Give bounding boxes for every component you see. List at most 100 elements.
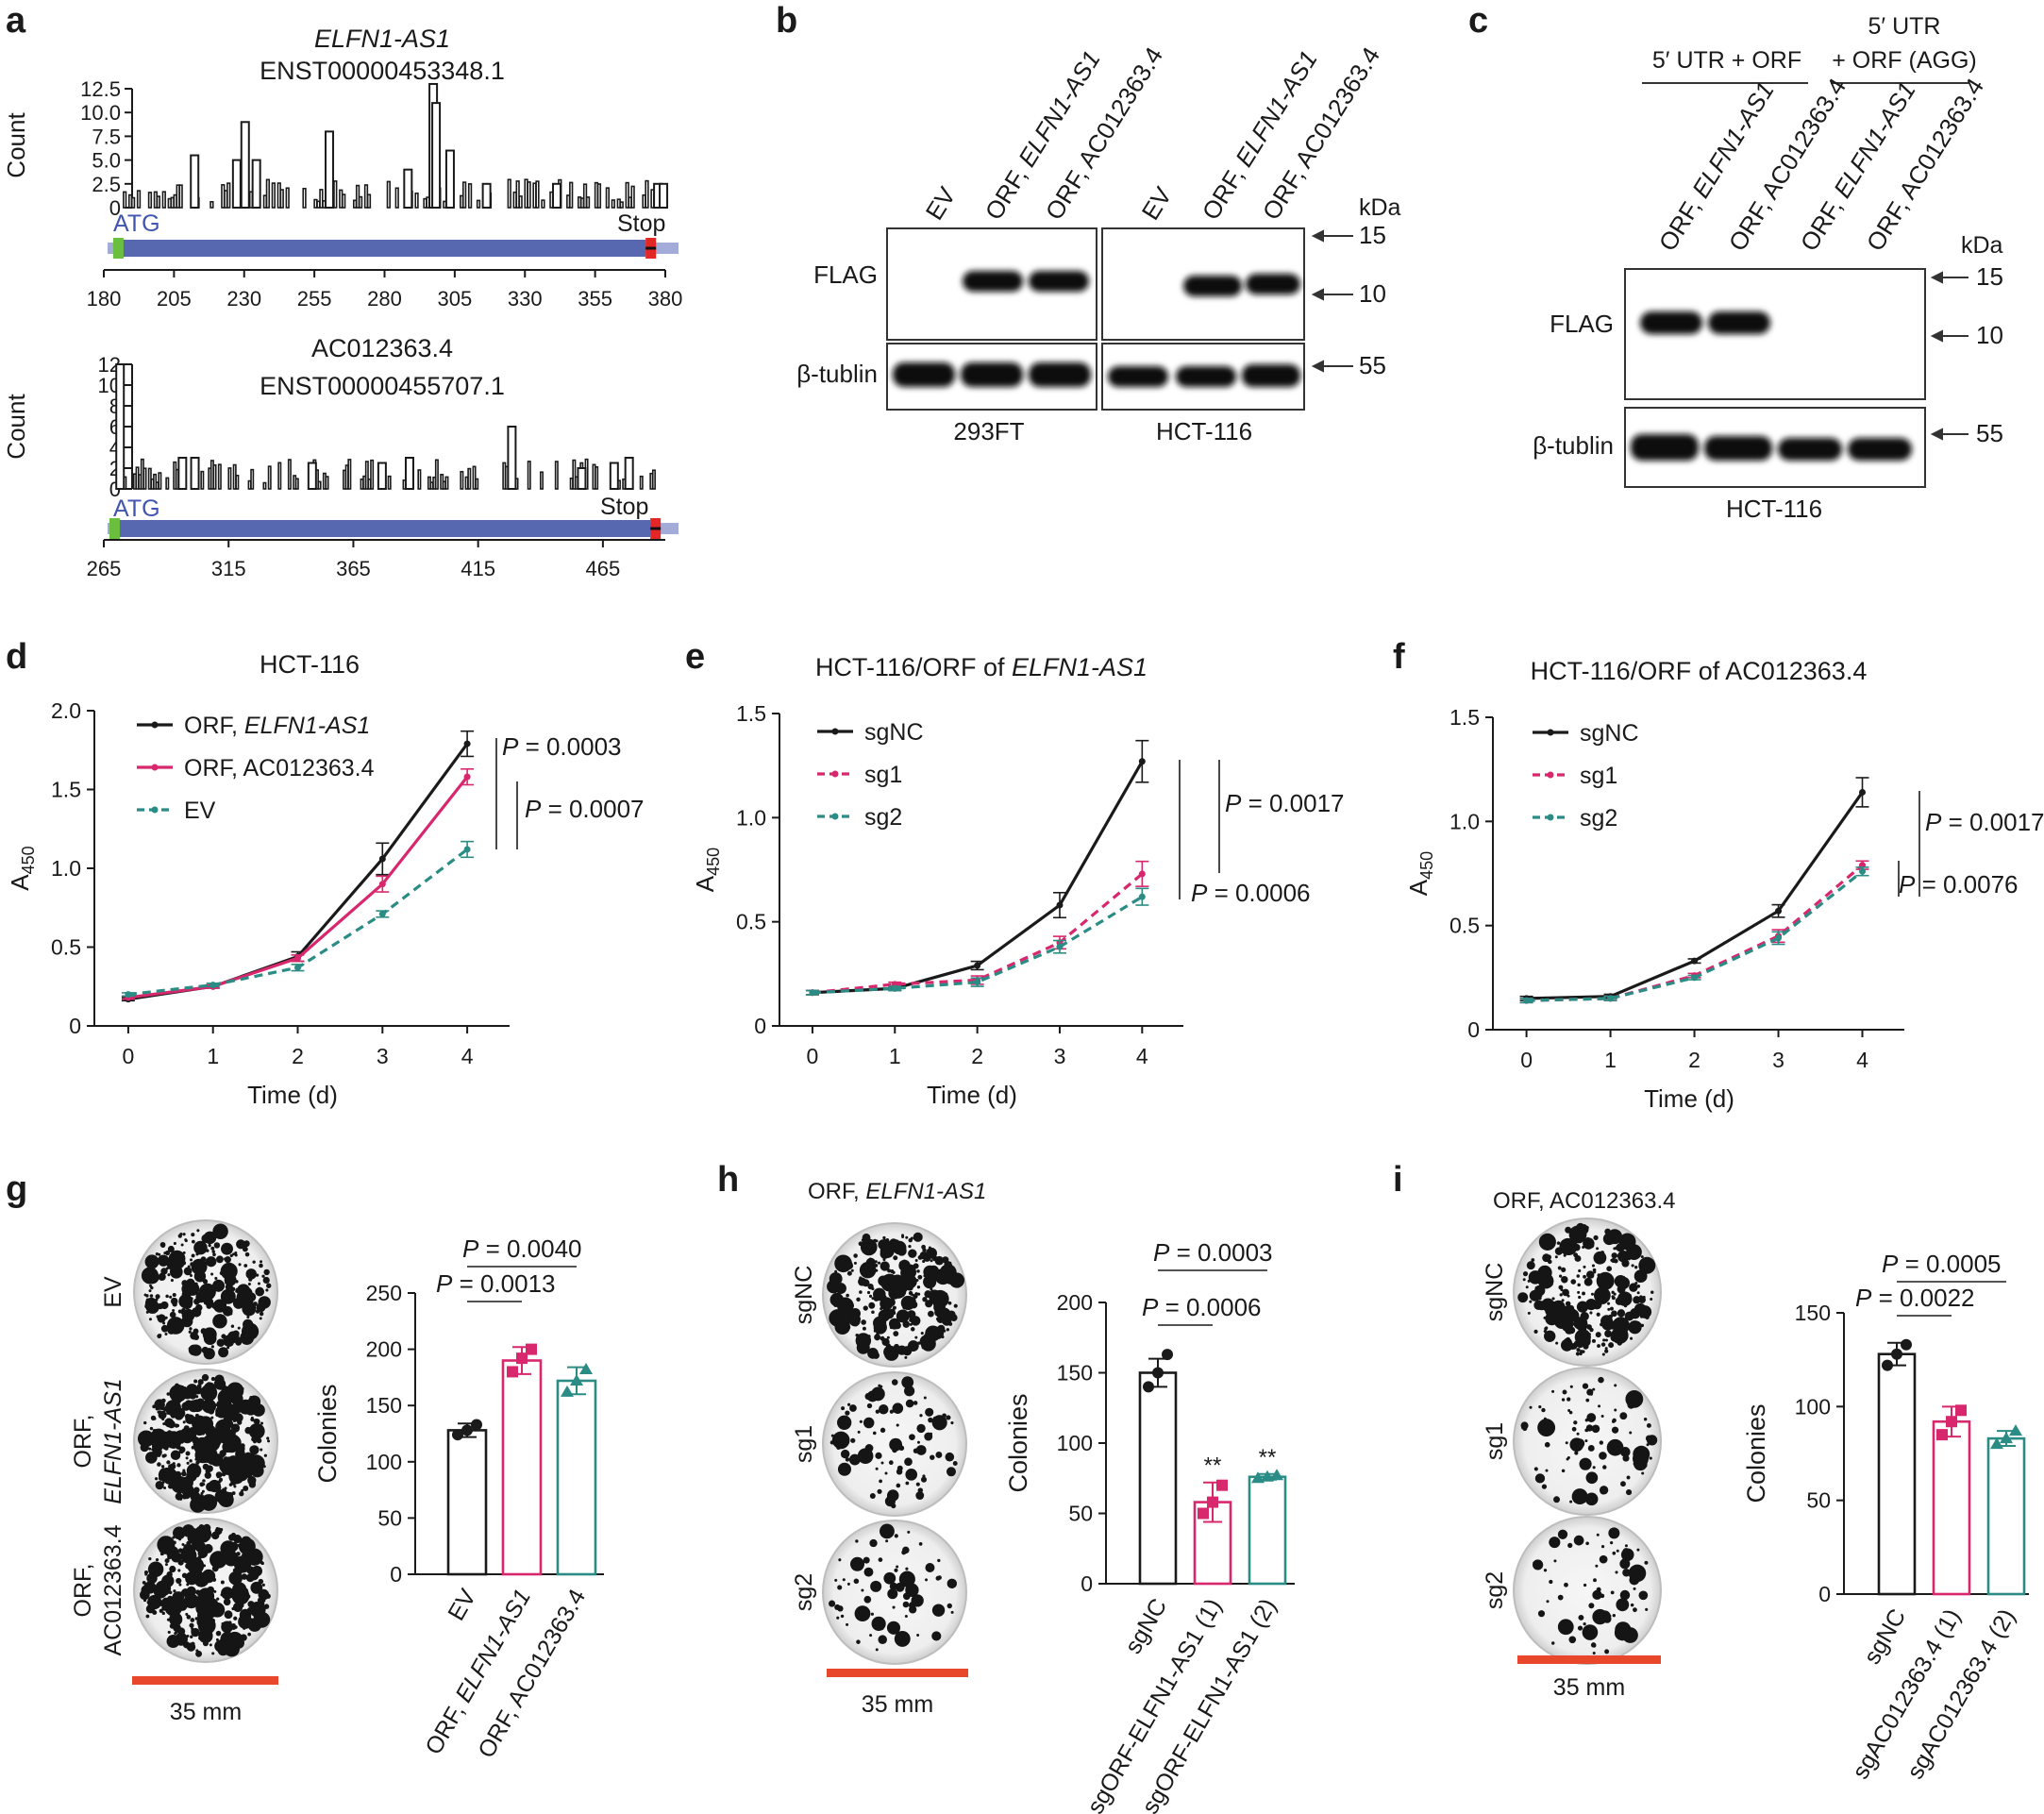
colony xyxy=(169,1612,183,1626)
colony xyxy=(184,1413,191,1419)
colony xyxy=(899,1261,903,1265)
colony xyxy=(1629,1431,1633,1435)
colony xyxy=(853,1321,859,1327)
colony xyxy=(917,1274,923,1280)
colony xyxy=(202,1463,209,1470)
colony xyxy=(1584,1439,1588,1443)
colony xyxy=(900,1266,915,1281)
colony xyxy=(880,1523,895,1539)
a-footprint-bar xyxy=(319,189,324,209)
a-footprint-peak xyxy=(403,168,413,209)
plate-label-orf2: ORF, xyxy=(70,1564,96,1618)
colony xyxy=(1544,1330,1556,1342)
c-bands xyxy=(1631,311,1912,461)
colony xyxy=(928,1310,934,1318)
colony xyxy=(231,1385,236,1389)
colony xyxy=(896,1423,899,1427)
colony xyxy=(174,1410,184,1420)
colony xyxy=(845,1457,850,1462)
colony xyxy=(837,1462,851,1476)
colony xyxy=(1589,1311,1593,1315)
colony xyxy=(145,1300,159,1314)
a-footprint-bar xyxy=(472,465,477,490)
b-marker-55: 55 xyxy=(1359,351,1386,379)
colony xyxy=(165,1294,169,1299)
a1-y-axis: 02.55.07.510.012.5 xyxy=(80,77,133,220)
colony xyxy=(194,1282,198,1285)
b-row-flag: FLAG xyxy=(813,260,878,289)
colony xyxy=(931,1415,947,1431)
colony xyxy=(1574,1254,1582,1262)
colony xyxy=(174,1474,181,1482)
colony xyxy=(1604,1349,1609,1353)
colony xyxy=(888,1460,894,1466)
colony xyxy=(1602,1233,1616,1246)
colony xyxy=(869,1538,878,1548)
colony xyxy=(191,1445,195,1450)
y-tick-label: 1.5 xyxy=(1449,705,1480,730)
colony xyxy=(246,1315,250,1319)
colony xyxy=(243,1485,249,1492)
colony xyxy=(1612,1613,1617,1618)
colony xyxy=(1620,1548,1634,1562)
p-value-label: P = 0.0040 xyxy=(462,1235,582,1263)
colony xyxy=(182,1491,191,1500)
replicate-point xyxy=(1901,1338,1912,1351)
a-footprint-peak xyxy=(404,457,414,490)
replicate-point xyxy=(1270,1469,1283,1481)
colony xyxy=(185,1641,190,1646)
colony xyxy=(861,1588,864,1592)
colony xyxy=(1576,1348,1581,1352)
a-footprint-bar xyxy=(265,178,271,209)
colony xyxy=(169,1623,176,1629)
a-footprint-bar xyxy=(156,195,161,209)
colony xyxy=(850,1268,854,1272)
replicate-point xyxy=(526,1343,537,1355)
colony xyxy=(911,1594,924,1607)
colony xyxy=(878,1557,883,1562)
colony xyxy=(905,1235,909,1239)
colony xyxy=(213,1484,217,1487)
colony xyxy=(1614,1624,1631,1641)
colony xyxy=(185,1456,189,1460)
colony xyxy=(849,1404,857,1412)
colony xyxy=(228,1541,239,1552)
colony xyxy=(1626,1244,1642,1260)
colony xyxy=(863,1556,870,1564)
a-y-tick-label: 2.5 xyxy=(92,173,121,196)
colony xyxy=(170,1297,178,1305)
colony xyxy=(1579,1352,1583,1356)
colony xyxy=(185,1451,191,1456)
colony xyxy=(1545,1326,1549,1330)
colony xyxy=(1596,1255,1601,1260)
colony xyxy=(166,1635,180,1649)
panel-label-f: f xyxy=(1393,637,1405,677)
colony xyxy=(203,1580,207,1585)
colony xyxy=(169,1311,176,1319)
colony xyxy=(926,1247,937,1259)
x-tick-label: 3 xyxy=(1054,1044,1066,1068)
colony xyxy=(913,1232,923,1242)
colony xyxy=(226,1346,230,1350)
colony xyxy=(868,1294,873,1298)
data-point xyxy=(1056,901,1064,909)
colony xyxy=(1604,1330,1613,1338)
colony xyxy=(1570,1345,1575,1351)
colony xyxy=(193,1628,197,1634)
colony xyxy=(230,1634,244,1648)
a-footprint-peak xyxy=(177,457,188,490)
colony xyxy=(145,1452,158,1464)
colony xyxy=(892,1284,907,1299)
colony xyxy=(193,1379,198,1384)
i-header: ORF, AC012363.4 xyxy=(1493,1188,1675,1214)
legend-label: sg2 xyxy=(864,804,902,831)
colony xyxy=(224,1610,233,1620)
scale-bar xyxy=(827,1669,968,1677)
colony xyxy=(1624,1544,1628,1548)
colony xyxy=(216,1475,220,1479)
colony xyxy=(159,1334,162,1337)
colony xyxy=(1551,1389,1555,1393)
colony xyxy=(175,1619,180,1624)
colony xyxy=(1617,1251,1621,1255)
